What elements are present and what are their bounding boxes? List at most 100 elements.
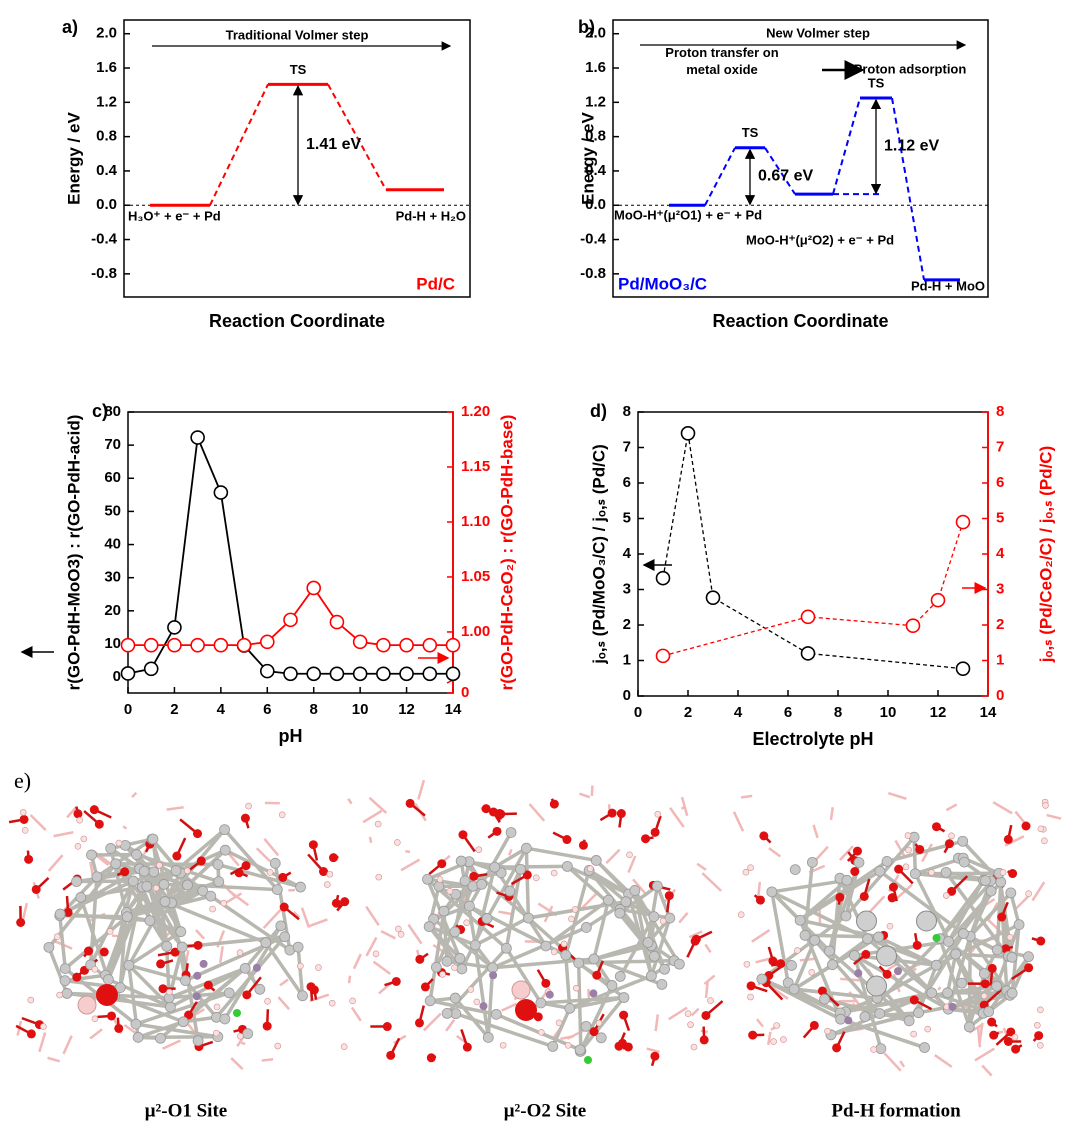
oxygen-atom: [748, 1031, 757, 1040]
metal-atom: [836, 1014, 846, 1024]
oxygen-atom: [1022, 822, 1031, 831]
metal-atom: [425, 996, 435, 1006]
oxygen-atom: [172, 852, 181, 861]
hydrogen-atom: [40, 1024, 46, 1030]
y-tick-label: 4: [623, 545, 632, 562]
hydrogen-atom: [538, 1029, 544, 1035]
pink-bond: [349, 976, 350, 983]
oxygen-atom: [850, 867, 859, 876]
molybdenum-atom: [844, 1016, 852, 1024]
image-caption: μ²-O1 Site: [145, 1100, 227, 1121]
hydrogen-atom: [660, 918, 666, 924]
metal-atom: [603, 895, 613, 905]
x-tick-label: 12: [398, 701, 415, 718]
metal-atom: [155, 1033, 165, 1043]
metal-atom: [1024, 952, 1034, 962]
data-point: [168, 621, 181, 634]
hydrogen-atom: [1037, 1007, 1043, 1013]
metal-atom: [213, 860, 223, 870]
y-tick-label: 2.0: [585, 25, 606, 42]
oxygen-atom: [386, 1051, 395, 1060]
metal-atom: [914, 1008, 924, 1018]
metal-atom: [1007, 952, 1017, 962]
image-caption: Pd-H formation: [831, 1100, 961, 1121]
highlight-h: [933, 934, 941, 942]
state-label: MoO-H⁺(μ²O1) + e⁻ + Pd: [614, 207, 762, 222]
hydrogen-atom: [688, 1022, 694, 1028]
hydrogen-atom: [1037, 1042, 1043, 1048]
metal-atom: [450, 927, 460, 937]
oxygen-atom: [280, 903, 289, 912]
metal-atom: [501, 943, 511, 953]
y2-tick-label: 3: [996, 580, 1004, 597]
metal-atom: [992, 981, 1002, 991]
molybdenum-atom: [948, 1003, 956, 1011]
metal-atom: [280, 932, 290, 942]
x-tick-label: 0: [124, 701, 132, 718]
oxygen-atom: [340, 897, 349, 906]
metal-atom: [296, 882, 306, 892]
oxygen-atom: [915, 845, 924, 854]
metal-atom: [581, 922, 591, 932]
hydrogen-atom: [447, 888, 453, 894]
data-point: [354, 667, 367, 680]
oxygen-atom: [193, 829, 202, 838]
metal-atom: [128, 876, 138, 886]
metal-atom: [904, 1016, 914, 1026]
oxygen-atom: [27, 1029, 36, 1038]
series-line: [663, 433, 963, 668]
x-axis-label: Reaction Coordinate: [712, 311, 888, 331]
metal-atom: [621, 897, 631, 907]
hydrogen-atom: [943, 893, 949, 899]
hydrogen-atom: [568, 916, 574, 922]
oxygen-atom: [24, 855, 33, 864]
metal-atom: [293, 942, 303, 952]
hydrogen-atom: [748, 994, 754, 1000]
data-point: [423, 667, 436, 680]
metal-atom: [422, 874, 432, 884]
hydrogen-atom: [237, 1033, 243, 1039]
hydrogen-atom: [156, 862, 162, 868]
hydrogen-atom: [948, 833, 954, 839]
metal-atom: [131, 850, 141, 860]
oxygen-atom: [120, 867, 129, 876]
metal-atom: [424, 922, 434, 932]
hydrogen-atom: [596, 1020, 602, 1026]
metal-atom: [298, 991, 308, 1001]
y-tick-label: 0: [623, 687, 631, 704]
oxygen-atom: [579, 841, 588, 850]
oxygen-atom: [1004, 1037, 1013, 1046]
y-tick-label: 1.6: [96, 59, 117, 76]
oxygen-atom: [932, 822, 941, 831]
y-tick-label: 0: [113, 668, 121, 685]
data-point: [377, 639, 390, 652]
oxygen-atom: [16, 918, 25, 927]
panel-label: e): [14, 768, 31, 793]
metal-atom: [1014, 920, 1024, 930]
y-tick-label: 1.6: [585, 59, 606, 76]
metal-atom: [874, 932, 884, 942]
highlight-o: [515, 999, 537, 1021]
metal-atom: [240, 963, 250, 973]
metal-atom: [220, 845, 230, 855]
metal-atom: [148, 834, 158, 844]
metal-atom: [86, 850, 96, 860]
hydrogen-atom: [437, 876, 443, 882]
data-point: [657, 572, 670, 585]
hydrogen-atom: [587, 866, 593, 872]
metal-atom: [649, 912, 659, 922]
hydrogen-atom: [1043, 802, 1049, 808]
highlight-atom: [867, 976, 887, 996]
molybdenum-atom: [894, 967, 902, 975]
y2-tick-label: 5: [996, 509, 1004, 526]
data-point: [145, 639, 158, 652]
y-tick-label: -0.8: [580, 265, 606, 282]
image-caption: μ²-O2 Site: [504, 1100, 586, 1121]
metal-atom: [581, 1021, 591, 1031]
metal-atom: [470, 940, 480, 950]
y-tick-label: 40: [104, 536, 121, 553]
data-point: [261, 665, 274, 678]
hydrogen-atom: [214, 1004, 220, 1010]
metal-atom: [787, 960, 797, 970]
oxygen-atom: [665, 891, 674, 900]
